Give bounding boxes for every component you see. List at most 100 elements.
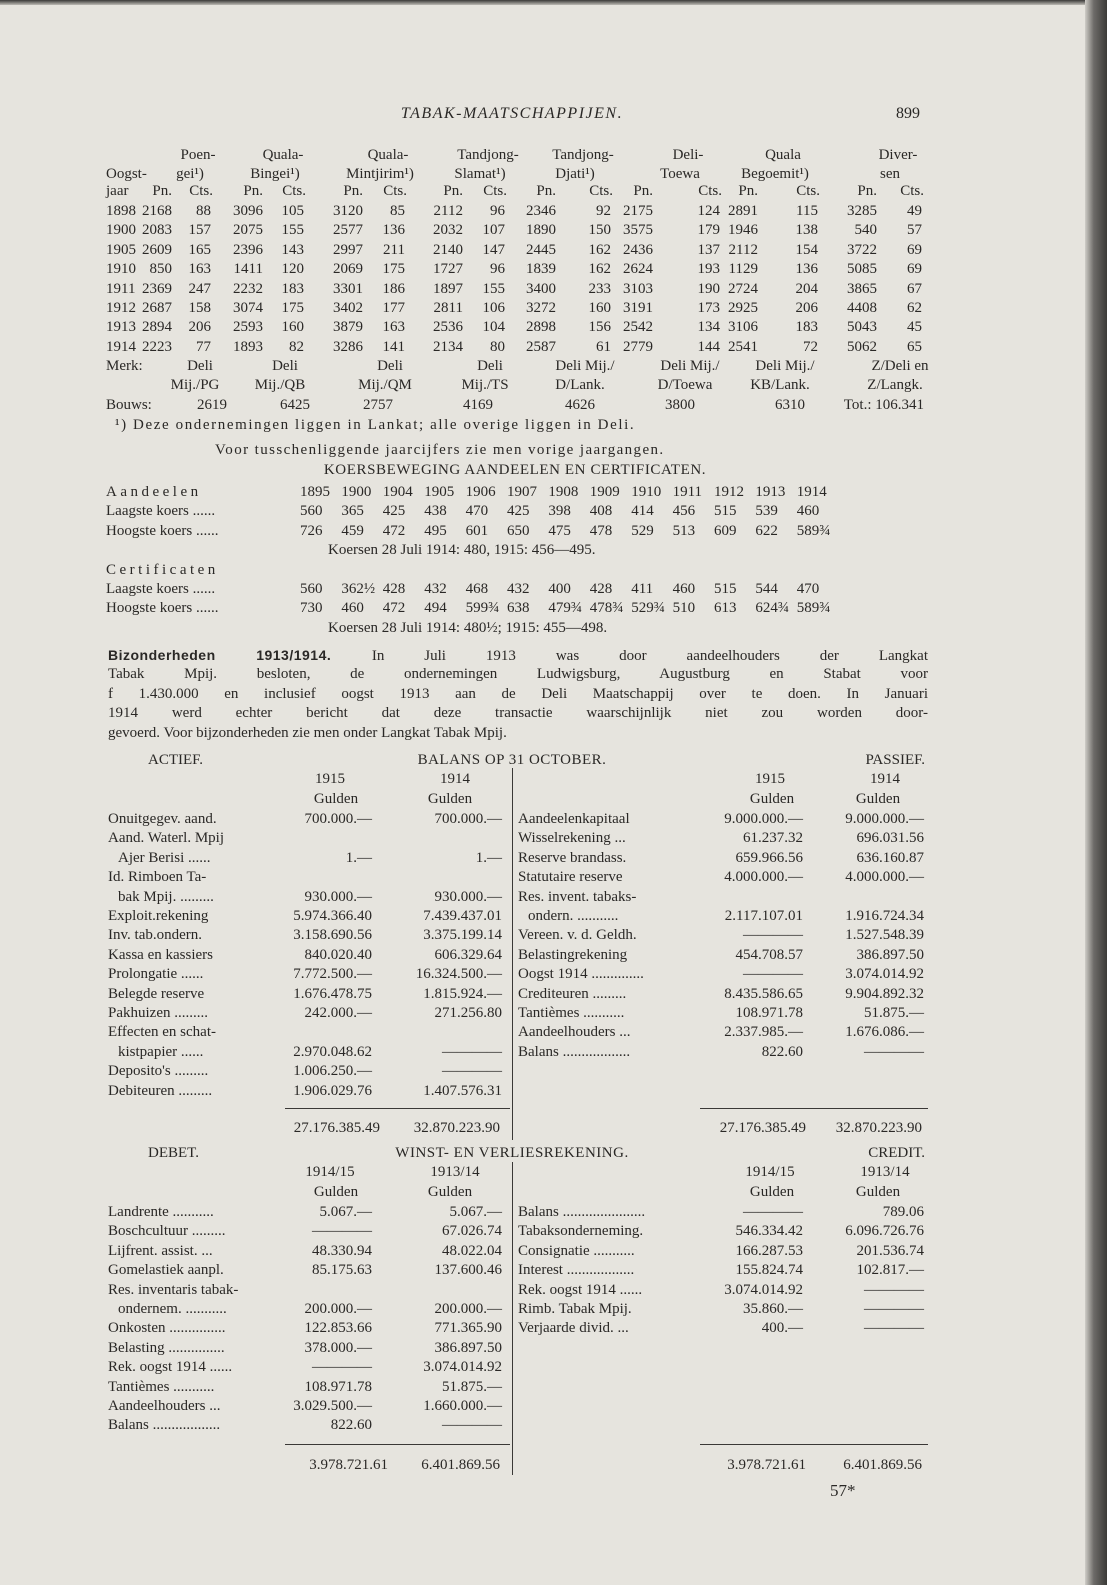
balans-right-item-value: 108.971.78	[735, 1005, 804, 1021]
note: Voor tusschenliggende jaarcijfers zie me…	[215, 442, 665, 458]
company-name: Begoemit¹)	[741, 166, 809, 182]
aandeelen-years-label: Aandeelen	[106, 484, 202, 500]
harvest-price: 141	[382, 338, 406, 355]
balans-left-item-value: ————	[442, 1043, 502, 1060]
harvest-price: 160	[281, 319, 305, 336]
harvest-price: 3074	[233, 300, 263, 316]
winst-left-item-label: Onkosten ...............	[108, 1320, 226, 1337]
aandeelen-low-value: 515	[714, 503, 737, 519]
column-unit: Gulden	[749, 1184, 795, 1200]
balans-left-item-value: 3.158.690.56	[293, 927, 372, 944]
harvest-price: 155	[482, 280, 506, 297]
winst-right-item-value: 3.074.014.92	[724, 1281, 803, 1298]
harvest-price: 144	[697, 338, 721, 355]
winst-left-item-label: Rek. oogst 1914 ......	[108, 1359, 233, 1376]
aandeelen-low-value: 438	[424, 503, 447, 519]
winst-left-item-label: Tantièmes ...........	[108, 1378, 215, 1395]
balans-title: BALANS OP 31 OCTOBER.	[417, 752, 607, 768]
book-binding	[1085, 0, 1107, 1585]
harvest-price: 2779	[623, 338, 653, 355]
aandeelen-years-value: 1904	[382, 484, 413, 500]
harvest-price: 3285	[847, 203, 877, 219]
cert-low-value: 544	[755, 581, 778, 597]
winst-left-item-value: 85.175.63	[312, 1262, 372, 1279]
harvest-price: 105	[281, 203, 305, 219]
aandeelen-years-value: 1907	[507, 484, 537, 500]
winst-left-item-label: ondernem. ...........	[118, 1301, 227, 1317]
harvest-price: 183	[795, 319, 819, 336]
running-title: TABAK-MAATSCHAPPIJEN.	[400, 105, 624, 122]
balans-left-item-value: 1.815.924.—	[423, 985, 502, 1002]
harvest-price: 173	[697, 300, 721, 316]
aandeelen-high-value: 513	[672, 523, 696, 539]
harvest-price: 115	[796, 203, 818, 219]
winst-left-item-value: ————	[312, 1359, 372, 1376]
harvest-price: 3400	[526, 280, 556, 297]
details-line: 1914 werd echter bericht dat deze transa…	[108, 705, 928, 722]
cert-note: Koersen 28 Juli 1914: 480½; 1915: 455—49…	[328, 620, 608, 636]
balans-right-item-value: 9.904.892.32	[845, 985, 924, 1002]
aandeelen-low-value: 398	[548, 503, 571, 519]
winst-left-item-value: 3.074.014.92	[423, 1359, 502, 1376]
harvest-price: 150	[588, 222, 612, 239]
unit-pn: Pn.	[343, 183, 363, 199]
harvest-price: 3191	[623, 300, 653, 316]
harvest-price: 2369	[142, 280, 172, 297]
balans-left-item-value: 16.324.500.—	[415, 966, 502, 983]
cert-high-value: 494	[424, 600, 447, 616]
company-name: Quala-	[262, 147, 304, 163]
harvest-price: 157	[188, 222, 212, 239]
page-number: 899	[896, 105, 920, 122]
harvest-price: 175	[382, 261, 406, 278]
aandeelen-years-value: 1912	[714, 484, 744, 500]
harvest-price: 177	[382, 300, 406, 316]
details-line: Tabak Mpij. besloten, de ondernemingen L…	[108, 666, 928, 683]
actief-total: 32.870.223.90	[413, 1120, 500, 1136]
harvest-price: 2542	[623, 319, 653, 336]
credit-total: 6.401.869.56	[843, 1457, 922, 1473]
harvest-price: 3722	[847, 241, 877, 258]
balans-left-item-value: 1.—	[475, 849, 502, 866]
winst-title: WINST- EN VERLIESREKENING.	[395, 1145, 629, 1161]
harvest-price: 158	[188, 300, 212, 316]
harvest-price: 2577	[333, 222, 363, 239]
winst-left-item-label: Aandeelhouders ...	[108, 1398, 221, 1414]
aandeelen-high-value: 650	[507, 523, 530, 539]
balans-right-item-value: 636.160.87	[856, 849, 925, 866]
winst-left-item-value: 51.875.—	[442, 1378, 502, 1395]
merk-value: Deli Mij./	[660, 358, 720, 374]
column-unit: Gulden	[427, 791, 473, 807]
merk-value: Z/Deli en	[871, 358, 929, 374]
winst-right-item-label: Rimb. Tabak Mpij.	[518, 1301, 632, 1317]
aandeelen-high-value: 609	[714, 523, 737, 539]
company-name: Mintjirim¹)	[346, 166, 414, 182]
cert-low-value: 362½	[341, 581, 376, 597]
harvest-price: 62	[907, 300, 922, 316]
column-year: 1913/14	[860, 1164, 910, 1180]
balans-right-item-value: 9.000.000.—	[845, 811, 924, 827]
harvest-price: 211	[383, 241, 405, 258]
unit-cts: Cts.	[900, 183, 924, 199]
harvest-price: 160	[588, 300, 612, 316]
balans-right-item-label: ondern. ...........	[528, 908, 619, 924]
column-unit: Gulden	[855, 1184, 901, 1200]
harvest-price: 2175	[623, 203, 653, 219]
harvest-price: 3103	[623, 280, 653, 297]
harvest-price: 2223	[142, 338, 172, 355]
cert-high-value: 529¾	[631, 600, 665, 616]
balans-right-item-value: 1.916.724.34	[845, 908, 924, 924]
harvest-price: 163	[382, 319, 406, 336]
aandeelen-high-value: 495	[424, 523, 447, 539]
balans-left-item-value: 930.000.—	[304, 888, 373, 905]
column-year: 1914	[870, 771, 900, 787]
merk-value: Deli Mij./	[555, 358, 615, 374]
harvest-price: 206	[188, 319, 212, 336]
winst-right-item-label: Rek. oogst 1914 ......	[518, 1281, 643, 1298]
harvest-price: 190	[697, 280, 721, 297]
merk-label: Merk:	[106, 358, 143, 374]
aandeelen-years-value: 1908	[548, 484, 579, 500]
winst-left-item-value: 771.365.90	[434, 1320, 503, 1337]
bouws-value: 4169	[463, 397, 493, 413]
harvest-price: 3096	[233, 203, 263, 219]
balans-left-item-label: Exploit.rekening	[108, 908, 209, 924]
